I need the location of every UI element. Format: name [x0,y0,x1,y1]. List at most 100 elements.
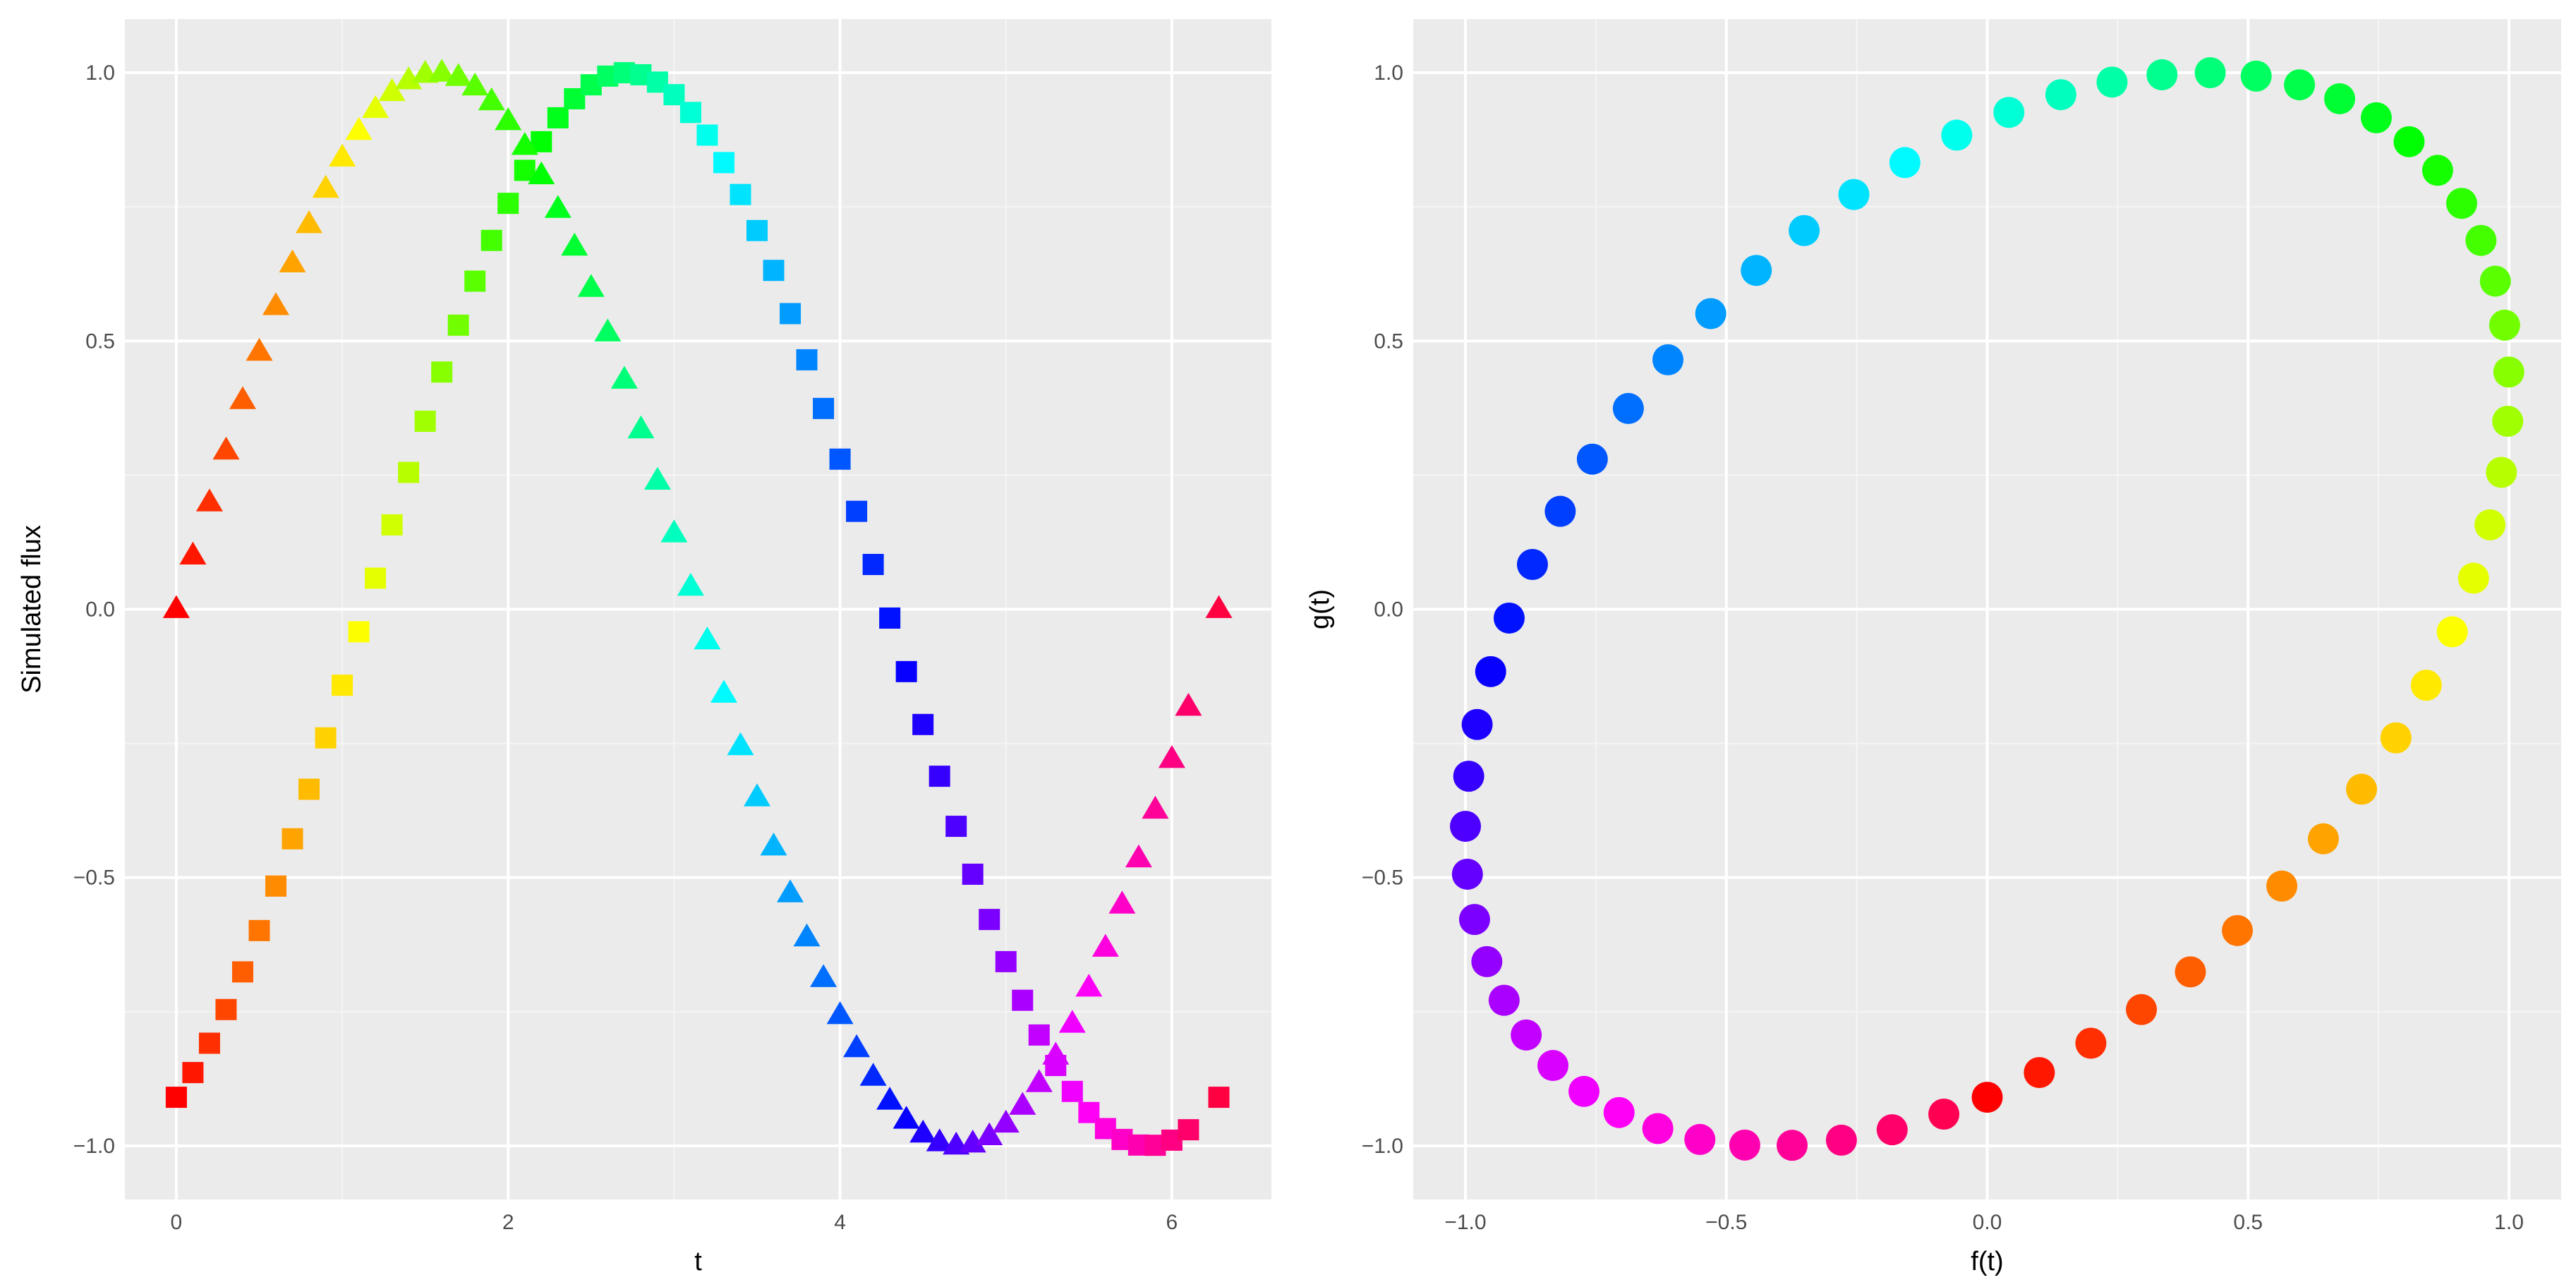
triangle-point [1058,1010,1086,1033]
circle-point [1652,344,1684,375]
circle-point [1537,1050,1569,1082]
circle-point [1451,858,1483,890]
triangle-point [859,1063,887,1086]
triangle-point [478,87,505,111]
triangle-point [279,249,306,272]
square-point [282,828,303,850]
square-point [365,567,387,589]
square-point [381,514,403,536]
circle-point [1729,1129,1760,1161]
square-point [679,102,701,123]
circle-point [1603,1096,1635,1128]
triangle-point [677,572,704,596]
triangle-point [1205,595,1233,618]
circle-point [2410,670,2442,701]
y-tick-label: 1.0 [85,61,115,85]
square-point [198,1032,220,1054]
circle-point [2324,83,2356,114]
triangle-point [926,1128,953,1152]
y-tick-label: 1.0 [1374,61,1403,85]
square-point [398,461,420,483]
triangle-point [893,1106,920,1129]
triangle-point [511,132,538,155]
square-point [1061,1080,1083,1102]
circle-point [1876,1114,1908,1146]
y-tick-label: −1.0 [73,1135,115,1158]
circle-point [2307,823,2339,854]
circle-point [1993,97,2025,128]
square-point [945,816,967,838]
x-tick-label: 2 [502,1211,514,1234]
circle-point [1695,298,1727,330]
square-point [1178,1119,1199,1141]
triangle-point [179,541,207,564]
triangle-point [1075,974,1103,997]
square-point [464,270,486,292]
circle-point [1684,1123,1716,1155]
triangle-point [1125,844,1152,868]
circle-point [2465,224,2497,256]
circle-point [1453,761,1484,792]
circle-point [1544,495,1576,527]
x-tick-label: 1.0 [2494,1211,2524,1234]
square-point [265,875,287,897]
square-point [979,909,1000,931]
square-point [713,152,734,174]
triangle-point [976,1122,1003,1145]
square-point [315,727,337,749]
triangle-point [810,964,837,987]
square-point [1028,1024,1050,1046]
square-point [431,361,453,383]
square-point [730,183,751,205]
triangle-point [992,1109,1020,1133]
triangle-point [643,466,671,490]
square-point [846,500,868,522]
y-tick-label: −0.5 [73,866,115,890]
y-tick-label: 0.0 [85,598,115,622]
triangle-point [296,210,322,234]
triangle-point [694,626,721,650]
y-tick-label: 0.0 [1374,598,1403,622]
triangle-point [577,274,605,297]
triangle-point [594,318,622,342]
circle-point [2360,102,2392,133]
square-point [215,998,237,1020]
triangle-point [876,1087,904,1110]
circle-point [2240,60,2272,92]
left-data-points [162,59,1233,1156]
square-point [348,621,370,643]
square-point [995,950,1017,972]
triangle-point [329,143,356,167]
y-tick-label: −1.0 [1362,1135,1403,1158]
circle-point [1576,443,1608,475]
circle-point [2126,993,2158,1025]
triangle-point [246,337,273,361]
circle-point [2445,188,2477,219]
triangle-point [777,879,804,902]
square-point [414,411,436,433]
square-point [1012,989,1034,1011]
square-point [332,675,353,696]
square-point [447,314,469,336]
triangle-point [744,783,770,806]
square-point [780,303,802,325]
circle-point [1741,255,1772,286]
triangle-point [528,161,555,185]
circle-point [2222,914,2254,946]
square-point [480,229,502,251]
left-panel: 0 2 4 6 −1.0 −0.5 0.0 0.5 1.0 t Simulated flux [17,19,1271,1276]
right-data-points [1450,57,2524,1161]
circle-point [1889,147,1921,179]
square-point [547,107,569,128]
circle-point [2096,66,2128,98]
circle-point [2284,69,2316,101]
triangle-point [1142,795,1169,819]
y-tick-label: 0.5 [1374,330,1403,353]
triangle-point [262,292,289,315]
square-point [248,919,270,941]
x-tick-label: 0.0 [1973,1211,2002,1234]
circle-point [1789,214,1820,246]
x-tick-label: −1.0 [1444,1211,1486,1234]
